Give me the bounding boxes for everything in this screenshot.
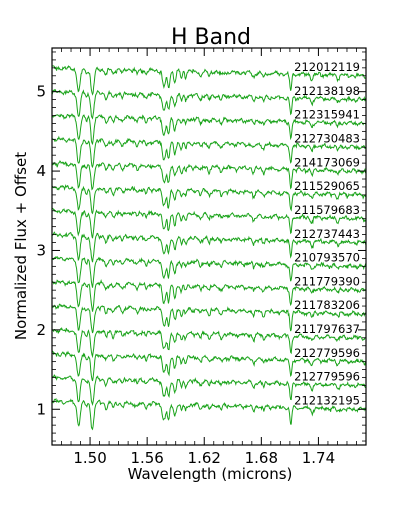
series-layer — [51, 65, 367, 431]
y-tick-label: 5 — [36, 83, 46, 101]
series-line — [51, 65, 367, 96]
y-tick-label: 2 — [36, 321, 46, 339]
series-label: 211529065 — [294, 179, 360, 193]
x-axis-label: Wavelength (microns) — [128, 465, 293, 483]
series-label: 211779390 — [294, 274, 360, 288]
series-label: 212730483 — [294, 132, 360, 146]
x-tick-label: 1.56 — [130, 449, 163, 467]
series-label: 212138198 — [294, 84, 360, 98]
series-labels: 212132195 212779596 212779596 211797637 2117… — [294, 60, 360, 408]
series-line — [51, 88, 367, 120]
series-label: 211579683 — [294, 203, 360, 217]
x-tick-label: 1.68 — [245, 449, 278, 467]
series-line — [51, 326, 367, 359]
plot-frame — [51, 47, 367, 446]
series-line — [51, 255, 367, 288]
series-line — [51, 303, 367, 334]
y-tick-label: 1 — [36, 400, 46, 418]
series-label: 211797637 — [294, 322, 360, 336]
series-line — [51, 113, 367, 146]
series-label: 212779596 — [294, 370, 360, 384]
x-tick-label: 1.50 — [73, 449, 106, 467]
series-label: 212779596 — [294, 346, 360, 360]
series-line — [51, 397, 367, 431]
series-line — [51, 160, 367, 191]
series-label: 212737443 — [294, 227, 360, 241]
axis-ticks: 1.50 1.56 1.62 1.68 1.74 1 2 3 4 5 — [36, 48, 366, 467]
series-label: 210793570 — [294, 251, 360, 265]
series-line — [51, 207, 367, 239]
series-line — [51, 374, 367, 407]
series-line — [51, 184, 367, 215]
series-line — [51, 231, 367, 263]
series-line — [51, 279, 367, 312]
series-label: 212315941 — [294, 108, 360, 122]
chart-title: H Band — [171, 25, 251, 50]
x-tick-label: 1.62 — [188, 449, 221, 467]
y-tick-label: 4 — [36, 162, 46, 180]
x-tick-label: 1.74 — [302, 449, 335, 467]
y-axis-label: Normalized Flux + Offset — [12, 152, 30, 340]
series-label: 211783206 — [294, 298, 360, 312]
series-label: 212012119 — [294, 60, 360, 74]
series-line — [51, 350, 367, 382]
series-label: 214173069 — [294, 155, 360, 169]
series-label: 212132195 — [294, 394, 360, 408]
series-line — [51, 135, 367, 169]
y-tick-label: 3 — [36, 241, 46, 259]
